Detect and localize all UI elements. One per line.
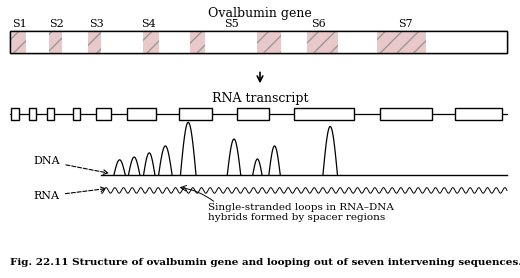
Bar <box>127 108 156 120</box>
Text: RNA: RNA <box>34 187 105 201</box>
Bar <box>426 31 507 53</box>
Bar <box>380 108 432 120</box>
Bar <box>47 108 54 120</box>
Text: S3: S3 <box>89 19 103 29</box>
Bar <box>11 108 19 120</box>
Bar <box>96 108 111 120</box>
Bar <box>88 31 101 53</box>
Bar <box>377 31 426 53</box>
Bar <box>26 31 49 53</box>
Bar <box>455 108 502 120</box>
Bar <box>10 31 507 53</box>
Bar <box>62 31 88 53</box>
Bar <box>29 108 36 120</box>
Bar <box>237 108 269 120</box>
Bar <box>338 31 377 53</box>
Text: Fig. 22.11 Structure of ovalbumin gene and looping out of seven intervening sequ: Fig. 22.11 Structure of ovalbumin gene a… <box>10 258 520 267</box>
Bar <box>294 108 354 120</box>
Text: DNA: DNA <box>34 156 108 174</box>
Bar <box>159 31 190 53</box>
Text: S2: S2 <box>49 19 63 29</box>
Bar <box>143 31 159 53</box>
Text: Single-stranded loops in RNA–DNA
hybrids formed by spacer regions: Single-stranded loops in RNA–DNA hybrids… <box>208 203 394 222</box>
Bar <box>307 31 338 53</box>
Text: S1: S1 <box>12 19 27 29</box>
Bar <box>205 31 257 53</box>
Text: RNA transcript: RNA transcript <box>212 92 308 105</box>
Text: S4: S4 <box>141 19 155 29</box>
Bar <box>10 31 507 53</box>
Bar <box>257 31 281 53</box>
Bar <box>10 31 26 53</box>
Text: S6: S6 <box>311 19 326 29</box>
Text: S7: S7 <box>398 19 413 29</box>
Bar <box>179 108 212 120</box>
Bar <box>73 108 80 120</box>
Bar <box>101 31 143 53</box>
Text: S5: S5 <box>224 19 239 29</box>
Bar <box>190 31 205 53</box>
Bar <box>49 31 62 53</box>
Text: Ovalbumin gene: Ovalbumin gene <box>208 7 312 20</box>
Bar <box>281 31 307 53</box>
